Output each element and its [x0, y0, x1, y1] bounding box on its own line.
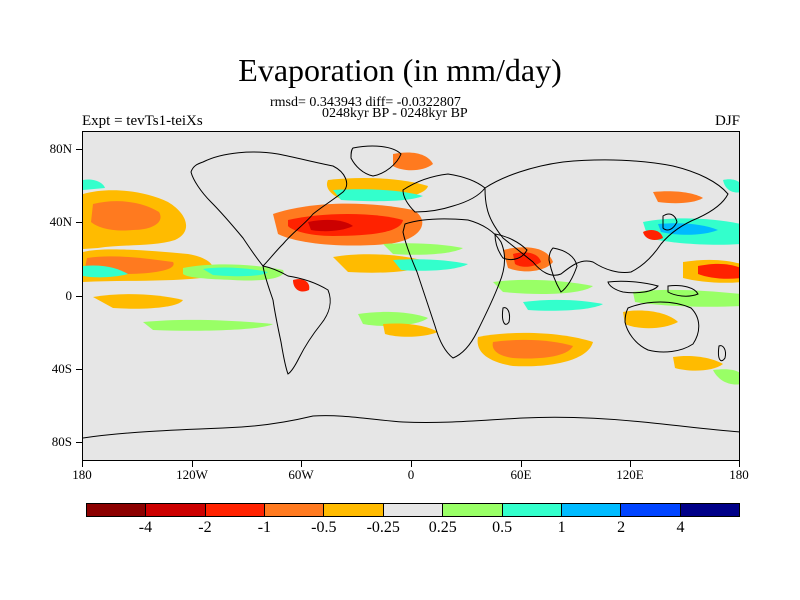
colorbar-label: -4 [138, 519, 153, 536]
colorbar-label: -2 [198, 519, 212, 536]
colorbar-label: 0.25 [428, 519, 457, 536]
x-tick-180w: 180 [72, 467, 92, 482]
y-tick-40n: 40N [49, 214, 72, 229]
colorbar-label: -0.5 [311, 519, 337, 536]
patch-indian-equator-green [493, 279, 593, 294]
coast-india [548, 247, 578, 293]
coast-madagascar [502, 307, 510, 325]
map-svg [83, 145, 739, 439]
patch-east-pacific-core [698, 263, 739, 279]
colorbar-swatch [265, 504, 325, 516]
patch-south-pacific-orange [93, 294, 183, 309]
patch-australia-orange [623, 310, 678, 329]
colorbar-swatch [443, 504, 503, 516]
colorbar-label: -0.25 [366, 519, 400, 536]
stats-line: rmsd= 0.343943 diff= -0.0322807 [270, 95, 461, 110]
x-tick-0: 0 [407, 467, 415, 482]
patch-kuroshio-red [643, 230, 663, 240]
coast-africa [402, 218, 506, 359]
patch-north-pacific-core [91, 201, 161, 231]
x-tick-120w: 120W [176, 467, 208, 482]
colorbar-label: -1 [257, 519, 272, 536]
colorbar-label: 1 [557, 519, 566, 536]
colorbar-swatch [324, 504, 384, 516]
patch-tasman-orange [673, 355, 723, 371]
coast-south-america [262, 265, 331, 375]
patch-south-pacific-green [143, 319, 273, 331]
x-tick-180e: 180 [729, 467, 749, 482]
patch-nw-pacific-teal [83, 179, 105, 190]
colorbar-label: 0.5 [492, 519, 513, 536]
patch-nw-pacific-upper [653, 191, 703, 204]
patch-indian-equator-teal [523, 299, 603, 311]
colorbar-label: 2 [617, 519, 626, 536]
colorbar [86, 503, 740, 517]
patch-east-pacific-green [633, 289, 739, 307]
coast-arabia [494, 233, 528, 261]
coast-australia [624, 301, 700, 353]
patch-amazon-red [293, 279, 310, 292]
patch-south-atlantic-orange [383, 323, 438, 337]
patch-equatorial-atlantic-teal [393, 259, 468, 271]
coast-europe [402, 173, 486, 213]
colorbar-swatch [502, 504, 562, 516]
patch-equator-teal [83, 265, 128, 278]
anomaly-patches [83, 152, 739, 385]
x-tick-60w: 60W [288, 467, 314, 482]
period-line: 0248kyr BP - 0248kyr BP [322, 106, 468, 121]
x-tick-60e: 60E [510, 467, 532, 482]
coast-antarctica [83, 415, 739, 439]
patch-gulfstream-red [308, 219, 353, 232]
y-tick-40s: 40S [51, 361, 72, 376]
colorbar-swatch [680, 504, 739, 516]
colorbar-swatch [561, 504, 622, 516]
season-label: DJF [714, 113, 740, 129]
y-tick-80n: 80N [49, 141, 72, 156]
patch-indian-ocean-south-core [492, 339, 573, 359]
coast-new-zealand [718, 345, 726, 362]
colorbar-label: 4 [676, 519, 685, 536]
evaporation-map [82, 131, 740, 461]
patch-greenland-sea [393, 152, 433, 171]
patch-south-atlantic-green [358, 311, 428, 326]
patch-pacific-teal [203, 267, 268, 277]
coast-indonesia [607, 280, 659, 294]
colorbar-swatch [383, 504, 444, 516]
y-tick-80s: 80S [51, 434, 72, 449]
x-tick-120e: 120E [616, 467, 644, 482]
y-tick-0: 0 [65, 288, 73, 303]
coast-japan [662, 213, 678, 231]
colorbar-swatch [621, 504, 681, 516]
experiment-label: Expt = tevTs1-teiXs [82, 113, 203, 129]
coastlines [83, 145, 739, 439]
map-title: Evaporation (in mm/day) [238, 52, 562, 88]
colorbar-swatch [87, 504, 147, 516]
colorbar-swatch [205, 504, 266, 516]
colorbar-swatch [146, 504, 206, 516]
patch-southern-green [713, 369, 739, 385]
coast-new-guinea [667, 285, 699, 297]
coast-asia [484, 159, 729, 276]
patch-ne-pacific-teal [723, 179, 739, 193]
coast-north-america [190, 151, 348, 267]
coast-greenland [350, 145, 402, 177]
patch-atlantic-teal [333, 189, 423, 202]
patch-tropical-atlantic-green [383, 243, 463, 255]
